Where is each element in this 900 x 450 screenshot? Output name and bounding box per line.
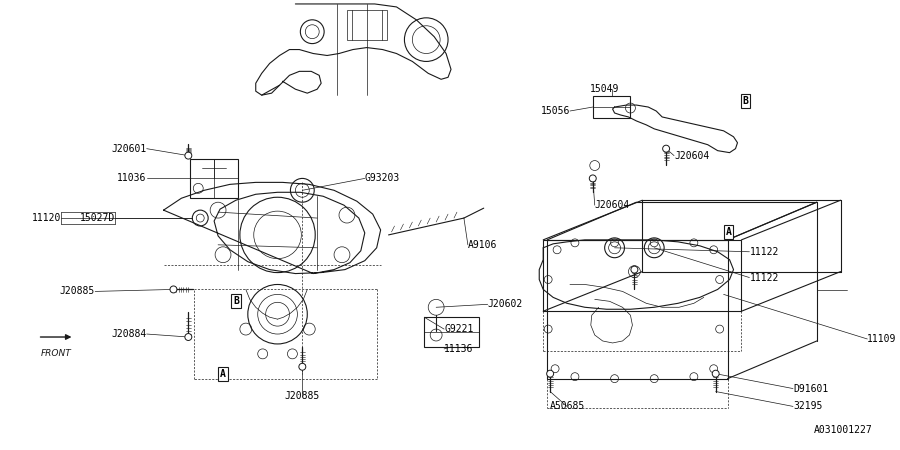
Text: J20885: J20885 — [60, 286, 95, 297]
Text: 11120: 11120 — [32, 213, 61, 223]
Bar — [544, 240, 742, 311]
Circle shape — [299, 363, 306, 370]
Text: J20885: J20885 — [284, 392, 320, 401]
Text: A9106: A9106 — [468, 240, 497, 250]
Text: J20884: J20884 — [112, 329, 147, 339]
Text: 11122: 11122 — [750, 247, 778, 257]
Circle shape — [184, 333, 192, 341]
Text: J20602: J20602 — [488, 299, 523, 309]
Bar — [593, 96, 630, 118]
Circle shape — [712, 370, 719, 377]
Text: B: B — [742, 96, 749, 106]
Bar — [424, 317, 479, 347]
Bar — [346, 10, 387, 40]
Text: J20601: J20601 — [112, 144, 147, 153]
Circle shape — [170, 286, 177, 293]
Text: J20604: J20604 — [674, 151, 709, 161]
Circle shape — [590, 175, 596, 182]
Text: G9221: G9221 — [444, 324, 473, 334]
Text: A50685: A50685 — [549, 401, 585, 411]
Circle shape — [184, 152, 192, 159]
Text: 11109: 11109 — [868, 334, 896, 344]
Text: 32195: 32195 — [793, 401, 823, 411]
Text: 11036: 11036 — [117, 173, 147, 184]
Circle shape — [546, 370, 554, 377]
Text: 15056: 15056 — [541, 106, 570, 116]
Text: 15027D: 15027D — [80, 213, 115, 223]
Text: D91601: D91601 — [793, 383, 828, 394]
Text: A031001227: A031001227 — [814, 425, 872, 435]
Text: B: B — [233, 297, 238, 306]
Bar — [547, 240, 727, 378]
Circle shape — [662, 145, 670, 152]
Text: J20604: J20604 — [595, 200, 630, 210]
Text: 11122: 11122 — [750, 273, 778, 283]
Text: A: A — [725, 227, 732, 237]
Text: FRONT: FRONT — [41, 349, 72, 358]
Circle shape — [631, 266, 638, 273]
Text: 15049: 15049 — [590, 84, 619, 94]
Bar — [190, 158, 238, 198]
Text: 11136: 11136 — [444, 344, 473, 354]
Text: A: A — [220, 369, 226, 379]
Text: G93203: G93203 — [364, 173, 400, 184]
